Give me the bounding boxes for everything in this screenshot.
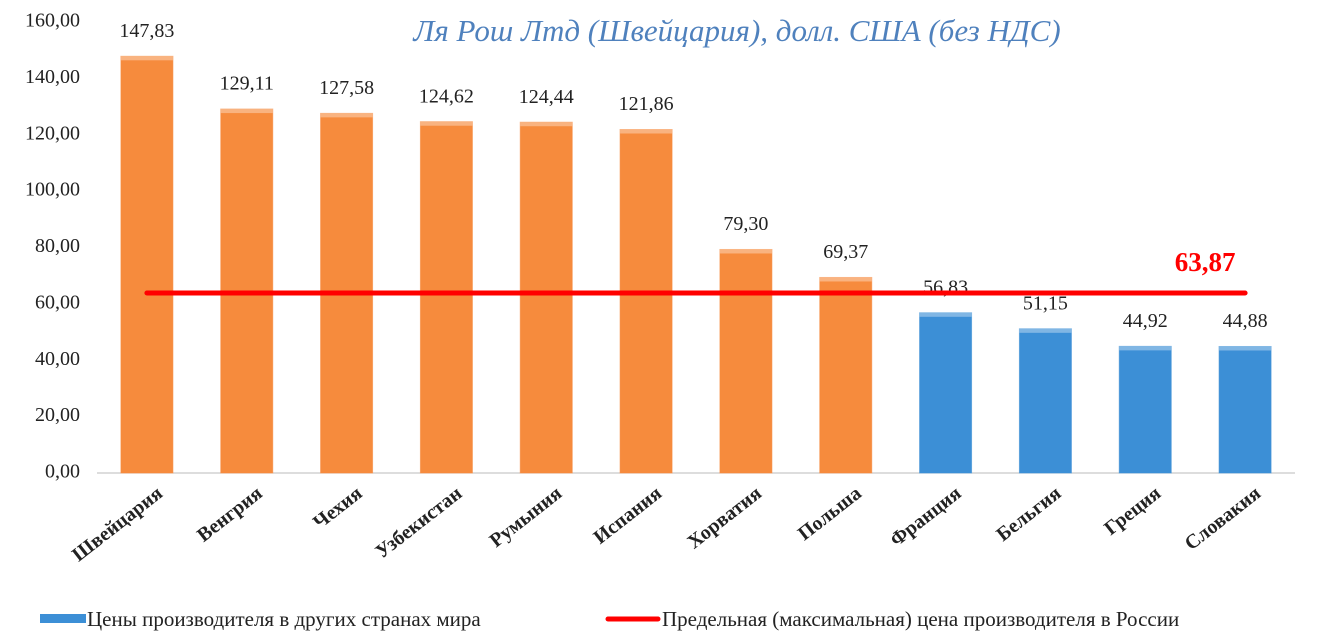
x-tick-label: Греция xyxy=(1100,482,1165,540)
value-label: 124,44 xyxy=(519,86,574,108)
x-tick-label: Чехия xyxy=(309,482,366,534)
x-tick-label: Венгрия xyxy=(193,482,267,546)
y-tick-label: 80,00 xyxy=(35,235,80,257)
bar xyxy=(919,312,973,474)
bar-top xyxy=(819,277,872,282)
bar-top xyxy=(320,113,373,118)
bar-top xyxy=(1019,328,1072,333)
bar-top xyxy=(719,249,772,254)
value-label: 79,30 xyxy=(723,213,768,235)
bar xyxy=(1218,345,1272,474)
x-tick-label: Швейцария xyxy=(68,482,167,566)
bar-top xyxy=(1219,346,1272,351)
value-label: 51,15 xyxy=(1023,292,1068,314)
value-label: 44,92 xyxy=(1123,310,1168,332)
bar-top xyxy=(520,122,573,127)
bar xyxy=(619,129,673,474)
value-label: 127,58 xyxy=(319,77,374,99)
reference-label: 63,87 xyxy=(1175,247,1236,277)
bar xyxy=(819,276,873,474)
x-tick-label: Хорватия xyxy=(683,482,766,553)
x-tick-label: Польша xyxy=(794,482,866,545)
x-tick-label: Испания xyxy=(590,482,667,549)
bar-top xyxy=(1119,346,1172,351)
bar xyxy=(719,248,773,474)
y-tick-label: 20,00 xyxy=(35,404,80,426)
legend-label: Предельная (максимальная) цена производи… xyxy=(662,607,1179,631)
bar xyxy=(1018,328,1072,474)
legend-marker xyxy=(40,614,86,623)
value-label: 44,88 xyxy=(1223,310,1268,332)
x-tick-label: Бельгия xyxy=(992,482,1065,546)
value-label: 147,83 xyxy=(119,20,174,42)
y-tick-label: 60,00 xyxy=(35,291,80,313)
x-tick-label: Франция xyxy=(886,482,966,551)
bar-top xyxy=(420,121,473,126)
value-label: 129,11 xyxy=(220,73,274,95)
bar-top xyxy=(919,312,972,317)
value-label: 124,62 xyxy=(419,85,474,107)
legend-label: Цены производителя в других странах мира xyxy=(87,607,481,631)
x-tick-label: Словакия xyxy=(1181,482,1265,555)
bar xyxy=(120,55,174,474)
y-tick-label: 140,00 xyxy=(25,66,80,88)
y-tick-label: 0,00 xyxy=(45,461,80,483)
chart-title: Ля Рош Лтд (Швейцария), долл. США (без Н… xyxy=(412,13,1060,48)
bar-top xyxy=(120,56,173,61)
bar-top xyxy=(220,109,273,114)
bar xyxy=(519,121,573,474)
y-tick-label: 40,00 xyxy=(35,348,80,370)
bar-top xyxy=(620,129,673,134)
value-label: 69,37 xyxy=(823,241,868,263)
bar xyxy=(419,121,473,474)
bar xyxy=(1118,345,1172,474)
x-tick-label: Узбекистан xyxy=(371,482,466,563)
x-tick-label: Румыния xyxy=(486,482,567,552)
y-tick-label: 160,00 xyxy=(25,10,80,32)
y-tick-label: 100,00 xyxy=(25,179,80,201)
value-label: 121,86 xyxy=(619,93,674,115)
y-tick-label: 120,00 xyxy=(25,122,80,144)
